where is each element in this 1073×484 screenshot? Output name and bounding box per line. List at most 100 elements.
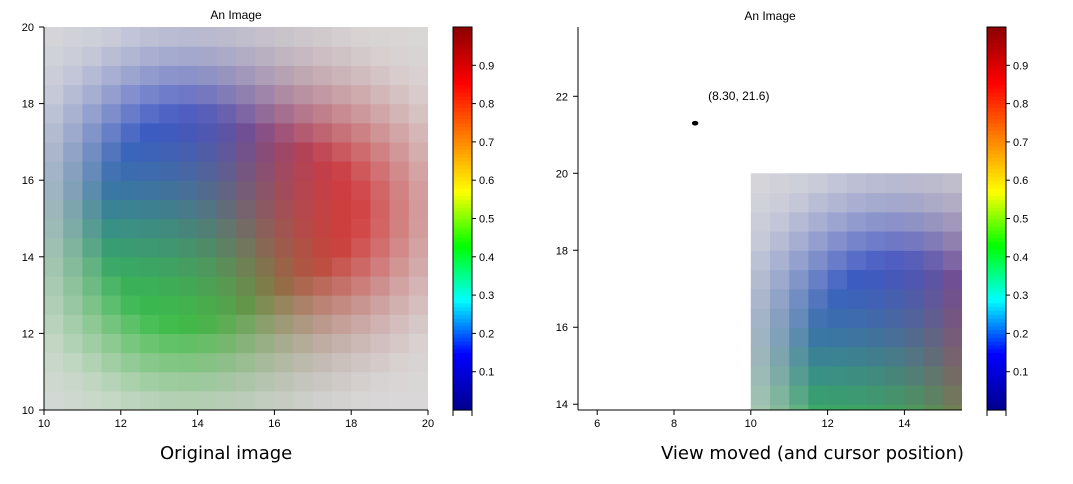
colorbar-band <box>987 249 1006 254</box>
image-pixel <box>140 237 160 258</box>
image-pixel <box>216 84 237 105</box>
image-pixel <box>312 314 333 334</box>
image-pixel <box>312 218 333 239</box>
colorbar-tick-label: 0.8 <box>479 99 494 111</box>
image-pixel <box>178 84 199 105</box>
image-pixel <box>370 256 391 277</box>
colorbar-band <box>987 295 1006 300</box>
image-pixel <box>82 27 103 47</box>
image-pixel <box>923 307 944 328</box>
image-pixel <box>274 103 295 124</box>
image-pixel <box>216 122 237 143</box>
image-pixel <box>63 333 83 354</box>
image-pixel <box>216 218 237 239</box>
image-pixel <box>293 122 314 143</box>
image-pixel <box>44 314 64 334</box>
image-pixel <box>44 46 64 66</box>
image-pixel <box>101 390 122 410</box>
colorbar-band <box>987 210 1006 216</box>
image-pixel <box>293 352 314 373</box>
image-pixel <box>962 308 982 328</box>
image-pixel <box>846 250 867 271</box>
colorbar-band <box>453 229 472 235</box>
image-pixel <box>389 122 410 143</box>
image-pixel <box>274 141 295 162</box>
image-pixel <box>312 65 333 86</box>
colorbar-band <box>453 337 472 342</box>
image-pixel <box>312 333 333 354</box>
image-pixel <box>351 180 371 200</box>
image-pixel <box>770 365 790 386</box>
image-pixel <box>63 161 83 181</box>
image-pixel <box>923 269 944 290</box>
image-pixel <box>885 192 905 213</box>
image-pixel <box>827 192 848 213</box>
colorbar-band <box>987 168 1006 174</box>
colorbar-band <box>453 402 472 407</box>
colorbar-band <box>987 130 1006 135</box>
colorbar-band <box>453 306 472 312</box>
colorbar-tick-label: 0.9 <box>479 60 494 72</box>
y-tick-label: 22 <box>556 91 568 103</box>
colorbar-band <box>987 161 1006 166</box>
image-pixel <box>942 404 962 410</box>
image-pixel <box>808 250 829 271</box>
image-pixel <box>63 352 83 373</box>
colorbar-band <box>987 272 1006 277</box>
image-pixel <box>101 46 122 66</box>
image-pixel <box>159 275 179 296</box>
colorbar-tick-label: 0.7 <box>1013 137 1028 149</box>
colorbar-band <box>453 111 472 116</box>
colorbar-band <box>987 287 1006 292</box>
image-pixel <box>866 346 886 367</box>
image-pixel <box>274 295 295 315</box>
image-pixel <box>770 231 790 251</box>
image-pixel <box>885 269 905 290</box>
image-pixel <box>808 346 829 367</box>
image-pixel <box>140 256 160 277</box>
image-pixel <box>846 384 867 405</box>
colorbar-band <box>453 291 472 296</box>
image-pixel <box>923 250 944 271</box>
image-pixel <box>942 365 962 386</box>
image-pixel <box>962 250 982 270</box>
image-pixel <box>178 103 199 124</box>
image-pixel <box>197 256 218 277</box>
image-pixel <box>140 371 160 392</box>
image-pixel <box>389 180 410 200</box>
image-pixel <box>82 390 103 410</box>
colorbar-band <box>453 256 472 262</box>
image-pixel <box>789 211 809 232</box>
image-pixel <box>293 218 314 239</box>
colorbar-band <box>987 321 1006 327</box>
image-pixel <box>101 180 122 200</box>
image-pixel <box>885 173 905 194</box>
image-pixel <box>904 346 925 367</box>
image-pixel <box>808 192 829 213</box>
colorbar-band <box>987 394 1006 400</box>
image-pixel <box>82 199 103 220</box>
image-pixel <box>332 180 352 200</box>
image-pixel <box>255 237 275 258</box>
image-pixel <box>789 327 809 348</box>
image-pixel <box>255 199 275 220</box>
image-pixel <box>120 371 141 392</box>
image-pixel <box>82 218 103 239</box>
colorbar-band <box>453 329 472 334</box>
colorbar-band <box>987 107 1006 112</box>
image-pixel <box>197 295 218 315</box>
image-pixel <box>370 314 391 334</box>
image-pixel <box>236 218 256 239</box>
image-pixel <box>904 250 925 271</box>
colorbar-tick-label: 0.8 <box>1013 99 1028 111</box>
image-pixel <box>216 65 237 86</box>
colorbar-band <box>987 191 1006 197</box>
image-pixel <box>827 404 848 410</box>
image-pixel <box>236 314 256 334</box>
image-pixel <box>351 314 371 334</box>
colorbar-band <box>453 379 472 384</box>
colorbar-tick-label: 0.5 <box>479 214 494 226</box>
image-pixel <box>197 65 218 86</box>
colorbar-band <box>453 34 472 40</box>
colorbar-band <box>453 371 472 377</box>
